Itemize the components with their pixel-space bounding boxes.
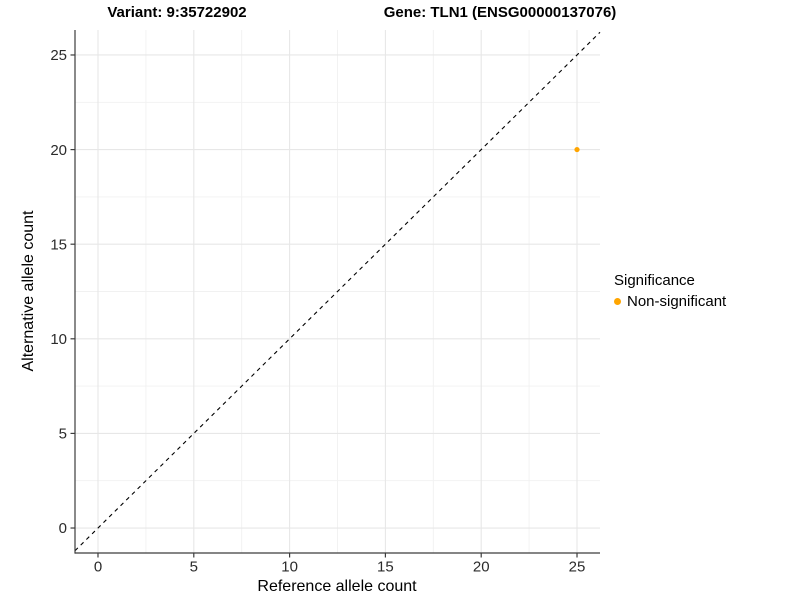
- x-tick-label: 15: [377, 559, 394, 576]
- legend-point-icon: [614, 298, 621, 305]
- legend-entry: Non-significant: [614, 293, 726, 310]
- y-tick-label: 25: [50, 47, 67, 64]
- legend-title: Significance: [614, 272, 695, 289]
- x-axis-title: Reference allele count: [257, 578, 417, 595]
- gene-title: Gene: TLN1 (ENSG00000137076): [383, 4, 617, 21]
- y-tick-label: 0: [59, 520, 67, 537]
- y-tick-label: 5: [59, 426, 67, 443]
- legend: Significance Non-significant: [614, 272, 726, 310]
- data-point: [574, 146, 580, 153]
- identity-dashed-line: [74, 31, 601, 552]
- y-axis-title: Alternative allele count: [20, 210, 37, 372]
- x-tick-label: 0: [94, 559, 102, 576]
- y-tick-label: 15: [50, 236, 67, 253]
- y-tick-label: 10: [50, 331, 67, 348]
- x-tick-label: 20: [473, 559, 490, 576]
- x-tick-label: 10: [281, 559, 298, 576]
- x-tick-label: 25: [569, 559, 586, 576]
- variant-title: Variant: 9:35722902: [107, 4, 247, 21]
- legend-item-label: Non-significant: [627, 293, 727, 310]
- x-tick-label: 5: [190, 559, 198, 576]
- y-tick-label: 20: [50, 142, 67, 159]
